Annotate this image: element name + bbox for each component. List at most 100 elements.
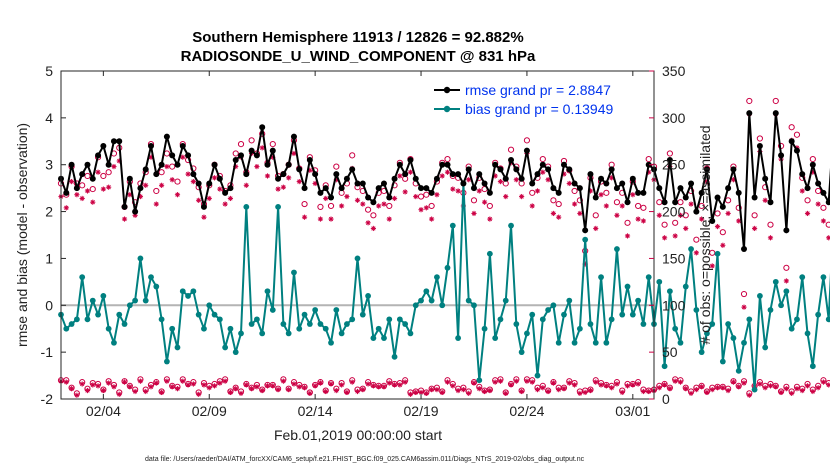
lower-obs-assimilated-marker	[227, 389, 234, 396]
obs-assimilated-marker	[360, 201, 366, 207]
lower-obs-assimilated-marker	[249, 386, 255, 392]
lower-obs-assimilated-marker	[84, 387, 91, 394]
obs-assimilated-marker	[466, 177, 472, 183]
bias-point	[629, 311, 636, 318]
rmse-point	[73, 185, 80, 192]
obs-assimilated-marker	[481, 199, 488, 205]
bias-point	[211, 311, 218, 318]
lower-obs-assimilated-marker	[630, 382, 636, 388]
lower-obs-assimilated-marker	[243, 382, 249, 388]
obs-assimilated-marker	[693, 250, 699, 256]
lower-obs-assimilated-marker	[455, 387, 461, 394]
obs-possible-marker	[269, 140, 276, 148]
rmse-point	[158, 161, 165, 168]
bias-point	[608, 316, 615, 323]
rmse-point	[359, 180, 366, 187]
lower-obs-assimilated-marker	[344, 389, 350, 396]
bias-point	[243, 203, 250, 210]
rmse-point	[619, 180, 626, 187]
rmse-point	[375, 185, 382, 192]
lower-obs-assimilated-marker	[333, 387, 339, 394]
y-tick-label: 1	[45, 250, 53, 266]
bias-point	[269, 307, 276, 313]
bias-point	[195, 311, 202, 318]
lower-obs-assimilated-marker	[164, 378, 170, 384]
obs-assimilated-marker	[386, 216, 392, 222]
y-tick-label: 4	[45, 110, 53, 126]
y2-tick-label: 350	[662, 63, 686, 79]
obs-assimilated-marker	[317, 216, 324, 222]
rmse-series	[58, 110, 830, 253]
bias-point	[381, 335, 387, 341]
rmse-point	[79, 171, 86, 178]
obs-assimilated-marker	[450, 186, 456, 192]
bias-point	[121, 321, 128, 327]
rmse-point	[815, 180, 822, 187]
lower-obs-assimilated-marker	[773, 384, 779, 390]
lower-obs-assimilated-marker	[720, 385, 726, 391]
obs-possible-marker	[444, 155, 451, 163]
rmse-point	[465, 166, 472, 173]
obs-assimilated-marker	[206, 195, 212, 202]
rmse-point	[232, 157, 239, 164]
rmse-point	[799, 171, 806, 178]
rmse-point	[269, 147, 276, 154]
lower-obs-assimilated-marker	[185, 382, 191, 388]
obs-assimilated-marker	[640, 218, 647, 224]
bias-point	[486, 250, 493, 257]
bias-point	[804, 330, 811, 337]
obs-possible-marker	[698, 202, 705, 210]
bias-point	[338, 330, 345, 337]
obs-possible-marker	[153, 187, 160, 195]
rmse-point	[560, 161, 567, 168]
rmse-point	[767, 199, 774, 206]
obs-assimilated-marker	[476, 188, 482, 194]
obs-possible-marker	[333, 163, 340, 170]
obs-assimilated-marker	[339, 203, 345, 209]
rmse-point	[825, 199, 830, 206]
rmse-point	[656, 185, 663, 192]
rmse-point	[423, 185, 430, 192]
bias-point	[116, 311, 123, 318]
bias-point	[772, 278, 779, 285]
lower-obs-assimilated-marker	[815, 385, 821, 391]
obs-assimilated-marker	[222, 201, 228, 207]
obs-assimilated-marker	[661, 235, 668, 241]
lower-obs-assimilated-marker	[513, 378, 519, 384]
rmse-point	[105, 161, 112, 168]
obs-possible-marker	[539, 155, 546, 163]
lower-obs-assimilated-marker	[259, 387, 265, 394]
bias-point	[492, 335, 499, 341]
rmse-point	[248, 147, 255, 154]
lower-obs-assimilated-marker	[143, 388, 149, 395]
obs-possible-marker	[624, 219, 631, 226]
bias-point	[688, 246, 694, 252]
rmse-point	[571, 180, 578, 187]
legend-bias-label: bias grand pr = 0.13949	[465, 101, 613, 117]
rmse-point	[587, 171, 594, 178]
lower-obs-assimilated-marker	[270, 383, 276, 389]
obs-assimilated-marker	[106, 184, 112, 190]
bias-point	[767, 307, 774, 313]
lower-obs-assimilated-marker	[566, 380, 572, 386]
rmse-point	[354, 180, 361, 187]
bias-point	[201, 325, 207, 332]
obs-assimilated-marker	[519, 193, 525, 200]
lower-obs-assimilated-marker	[360, 387, 366, 393]
lower-obs-assimilated-marker	[376, 384, 382, 390]
lower-obs-assimilated-marker	[810, 388, 816, 395]
obs-assimilated-marker	[344, 193, 350, 200]
rmse-point	[693, 208, 700, 215]
obs-possible-marker	[719, 229, 726, 236]
rmse-point	[624, 199, 631, 206]
y-tick-label: 2	[45, 204, 53, 220]
bias-point	[105, 325, 112, 332]
obs-possible-marker	[666, 150, 673, 157]
obs-assimilated-marker	[68, 178, 75, 185]
rmse-point	[163, 133, 170, 140]
lower-obs-assimilated-marker	[206, 385, 212, 391]
bias-point	[524, 330, 530, 337]
lower-obs-assimilated-marker	[211, 383, 218, 389]
obs-assimilated-marker	[762, 197, 768, 203]
obs-possible-marker	[571, 187, 578, 195]
